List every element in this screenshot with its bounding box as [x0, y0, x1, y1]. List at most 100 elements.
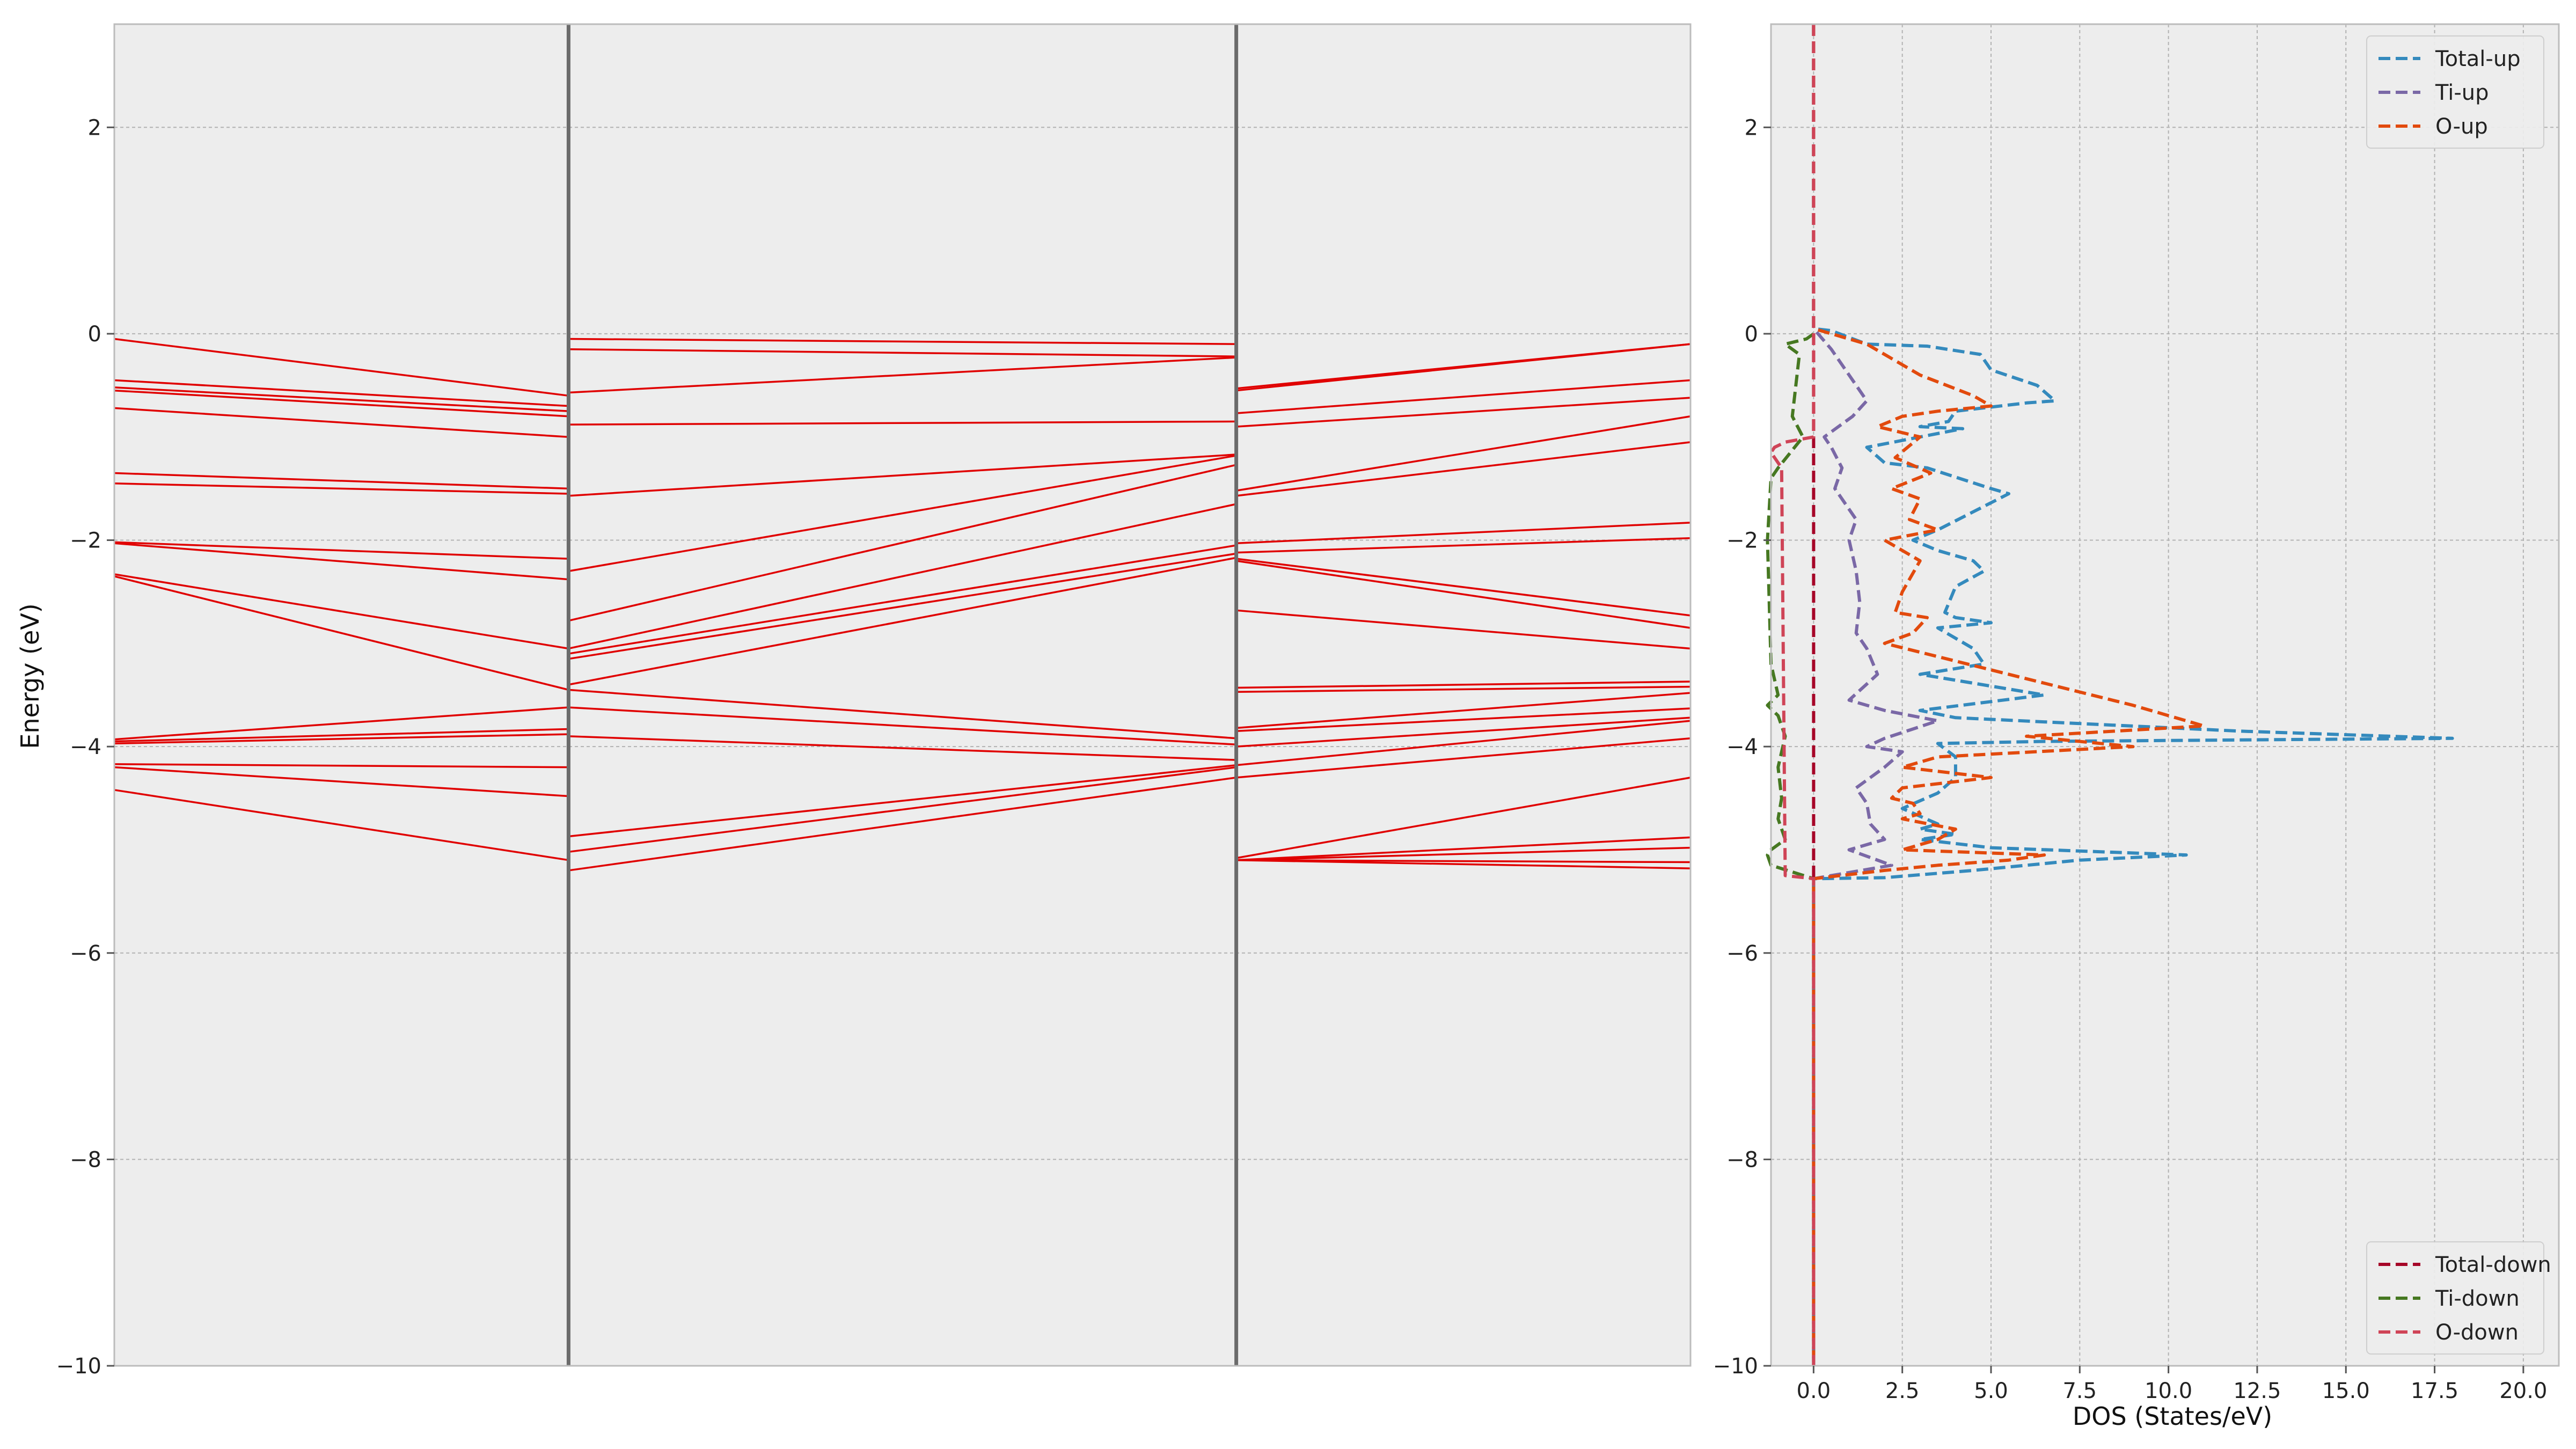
band-line — [114, 482, 569, 495]
band-line — [1236, 558, 1691, 617]
band-line — [568, 706, 1236, 746]
band-line — [1236, 397, 1691, 428]
dos-line-ti-down — [1766, 332, 1815, 881]
dos-x-tick-label: 20.0 — [2499, 1379, 2547, 1403]
band-structure-panel: −10 −8 −6 −4 −2 0 2 Energy (eV) — [16, 23, 1692, 1379]
band-line — [568, 420, 1236, 426]
dos-y-tick-label: −8 — [1726, 1147, 1758, 1172]
band-line — [1236, 522, 1691, 545]
band-line — [114, 389, 569, 418]
legend-label: O-down — [2435, 1320, 2519, 1345]
dos-x-tick-label: 5.0 — [1974, 1379, 2008, 1403]
band-line — [1236, 836, 1691, 861]
dos-y-tick-label: −4 — [1726, 735, 1758, 759]
band-line — [568, 544, 1236, 655]
legend-up: Total-up Ti-up O-up — [2366, 35, 2544, 149]
band-line — [568, 348, 1236, 357]
band-line — [114, 789, 569, 861]
legend-label: Ti-down — [2435, 1286, 2520, 1311]
kpoint-dividers — [566, 24, 1239, 1366]
dos-plot-area — [1771, 24, 2559, 1366]
band-y-tick-label: −2 — [70, 529, 101, 553]
band-line — [114, 407, 569, 438]
legend-label: O-up — [2435, 114, 2488, 139]
band-line — [568, 552, 1236, 660]
band-line — [114, 542, 569, 581]
band-line — [114, 733, 569, 745]
band-line — [1236, 692, 1691, 729]
band-line — [1236, 720, 1691, 766]
band-line — [1236, 777, 1691, 859]
band-line — [114, 379, 569, 407]
band-line — [1236, 859, 1691, 869]
band-line — [1236, 379, 1691, 414]
band-line — [568, 455, 1236, 572]
band-y-tick-label: −8 — [70, 1147, 101, 1172]
dos-y-tick-label: 2 — [1745, 115, 1758, 140]
band-y-tick-label: 2 — [88, 115, 101, 140]
band-plot-area — [114, 24, 1690, 1366]
dos-x-tick-label: 15.0 — [2322, 1379, 2370, 1403]
band-y-tick-label: −4 — [70, 735, 101, 759]
band-line — [114, 541, 569, 560]
band-line — [1236, 415, 1691, 492]
band-y-tick-label: 0 — [88, 322, 101, 347]
band-plot-frame — [113, 23, 1692, 1367]
legend-box — [2366, 35, 2544, 149]
dos-y-tick-label: −2 — [1726, 529, 1758, 553]
band-line — [568, 764, 1236, 838]
band-line — [1236, 859, 1691, 863]
dos-line-total-up — [1812, 24, 2454, 1366]
dos-x-tick-label: 7.5 — [2062, 1379, 2097, 1403]
dos-panel: −10 −8 −6 −4 −2 0 2 0.0 2.5 5.0 7.5 10.0 12.5 15.0 17… — [1713, 23, 2560, 1431]
dos-x-tick-label: 17.5 — [2411, 1379, 2458, 1403]
band-line — [1236, 343, 1691, 392]
legend-label: Total-up — [2435, 47, 2521, 71]
band-line — [114, 386, 569, 412]
dos-y-tick-label: −6 — [1726, 941, 1758, 966]
band-line — [1236, 707, 1691, 733]
band-line — [114, 766, 569, 797]
band-line — [114, 763, 569, 769]
band-line — [568, 503, 1236, 650]
dos-line-o-up — [1812, 24, 2206, 1366]
dos-y-tick-label: 0 — [1745, 322, 1758, 347]
dos-y-ticks: −10 −8 −6 −4 −2 0 2 — [1713, 115, 1771, 1379]
band-line — [568, 735, 1236, 761]
band-y-ticks: −10 −8 −6 −4 −2 0 2 — [56, 115, 114, 1379]
band-line — [114, 706, 569, 741]
band-line — [1236, 609, 1691, 650]
dos-line-o-down — [1769, 24, 1816, 1366]
dos-x-tick-label: 2.5 — [1885, 1379, 1920, 1403]
legend-box — [2366, 1241, 2544, 1355]
dos-plot-frame — [1770, 23, 2560, 1367]
band-line — [568, 453, 1236, 497]
band-line — [1236, 441, 1691, 497]
band-line — [114, 575, 569, 691]
band-line — [114, 338, 569, 397]
band-line — [568, 689, 1236, 740]
band-line — [568, 356, 1236, 394]
band-line — [1236, 560, 1691, 629]
dos-x-tick-label: 0.0 — [1797, 1379, 1831, 1403]
band-line — [568, 464, 1237, 622]
band-line — [568, 338, 1236, 345]
band-y-tick-label: −10 — [56, 1354, 101, 1379]
legend-label: Total-down — [2435, 1253, 2551, 1277]
band-lines — [114, 338, 1691, 872]
band-line — [1236, 737, 1691, 779]
dos-x-axis-label: DOS (States/eV) — [2073, 1402, 2272, 1431]
dos-x-tick-label: 12.5 — [2233, 1379, 2281, 1403]
dos-line-ti-up — [1812, 24, 1940, 881]
band-line — [114, 573, 569, 650]
legend-down: Total-down Ti-down O-down — [2366, 1241, 2551, 1355]
dos-y-tick-label: −10 — [1713, 1354, 1758, 1379]
band-line — [114, 472, 569, 490]
band-line — [1236, 846, 1691, 861]
band-line — [568, 777, 1236, 872]
band-y-tick-label: −6 — [70, 941, 101, 966]
band-line — [568, 766, 1236, 853]
dos-series-lines — [1766, 24, 2454, 1366]
band-line — [1236, 680, 1691, 689]
band-line — [1236, 537, 1691, 554]
